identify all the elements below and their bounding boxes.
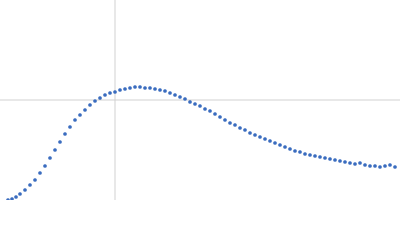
data-point <box>6 198 10 200</box>
data-point <box>268 139 272 143</box>
data-point <box>228 121 232 125</box>
data-point <box>43 164 47 168</box>
data-point <box>363 163 367 167</box>
data-point <box>83 108 87 112</box>
data-point <box>338 159 342 163</box>
data-point <box>393 165 397 169</box>
data-point <box>23 188 27 192</box>
data-point <box>103 93 107 97</box>
data-point <box>108 91 112 95</box>
data-point <box>318 155 322 159</box>
data-point <box>58 140 62 144</box>
data-point <box>368 164 372 168</box>
data-point <box>278 143 282 147</box>
data-point <box>213 112 217 116</box>
data-point <box>333 158 337 162</box>
data-point <box>18 192 22 196</box>
data-point <box>28 183 32 187</box>
data-point <box>68 125 72 129</box>
data-point <box>123 87 127 91</box>
data-point <box>198 104 202 108</box>
data-point <box>288 147 292 151</box>
data-point <box>253 133 257 137</box>
data-point <box>168 91 172 95</box>
data-point <box>238 126 242 130</box>
data-point <box>358 161 362 165</box>
data-point <box>258 135 262 139</box>
data-point <box>153 87 157 91</box>
data-point <box>188 100 192 104</box>
data-point <box>208 109 212 113</box>
data-point <box>133 85 137 89</box>
data-point <box>388 163 392 167</box>
data-point <box>118 88 122 92</box>
data-point <box>323 156 327 160</box>
data-point <box>243 128 247 132</box>
data-point <box>178 95 182 99</box>
data-point <box>218 115 222 119</box>
data-point <box>88 103 92 107</box>
data-point <box>193 102 197 106</box>
data-point <box>343 160 347 164</box>
data-point <box>373 164 377 168</box>
data-point <box>48 156 52 160</box>
data-point <box>303 152 307 156</box>
data-point <box>143 86 147 90</box>
data-point <box>353 162 357 166</box>
data-point <box>283 145 287 149</box>
data-point <box>78 113 82 117</box>
data-point <box>33 178 37 182</box>
data-point <box>263 137 267 141</box>
data-point <box>183 97 187 101</box>
data-point <box>138 85 142 89</box>
data-point <box>10 197 14 200</box>
data-point <box>53 148 57 152</box>
data-point <box>163 89 167 93</box>
data-point <box>223 118 227 122</box>
data-point <box>158 88 162 92</box>
data-point <box>233 123 237 127</box>
data-point <box>173 93 177 97</box>
chart <box>0 0 400 200</box>
data-point <box>378 165 382 169</box>
data-point <box>348 161 352 165</box>
data-point <box>328 157 332 161</box>
data-point <box>248 131 252 135</box>
data-point <box>273 141 277 145</box>
data-point <box>98 96 102 100</box>
data-point <box>73 118 77 122</box>
data-point <box>308 153 312 157</box>
data-point <box>293 149 297 153</box>
data-point <box>298 150 302 154</box>
data-point <box>63 132 67 136</box>
data-point <box>383 164 387 168</box>
page: {"chart_data": {"type": "scatter", "x": … <box>0 0 400 200</box>
data-point <box>148 86 152 90</box>
data-point <box>128 86 132 90</box>
data-point <box>14 195 18 199</box>
data-point <box>203 107 207 111</box>
data-point <box>93 99 97 103</box>
data-point <box>313 154 317 158</box>
data-point <box>38 171 42 175</box>
data-point <box>113 90 117 94</box>
